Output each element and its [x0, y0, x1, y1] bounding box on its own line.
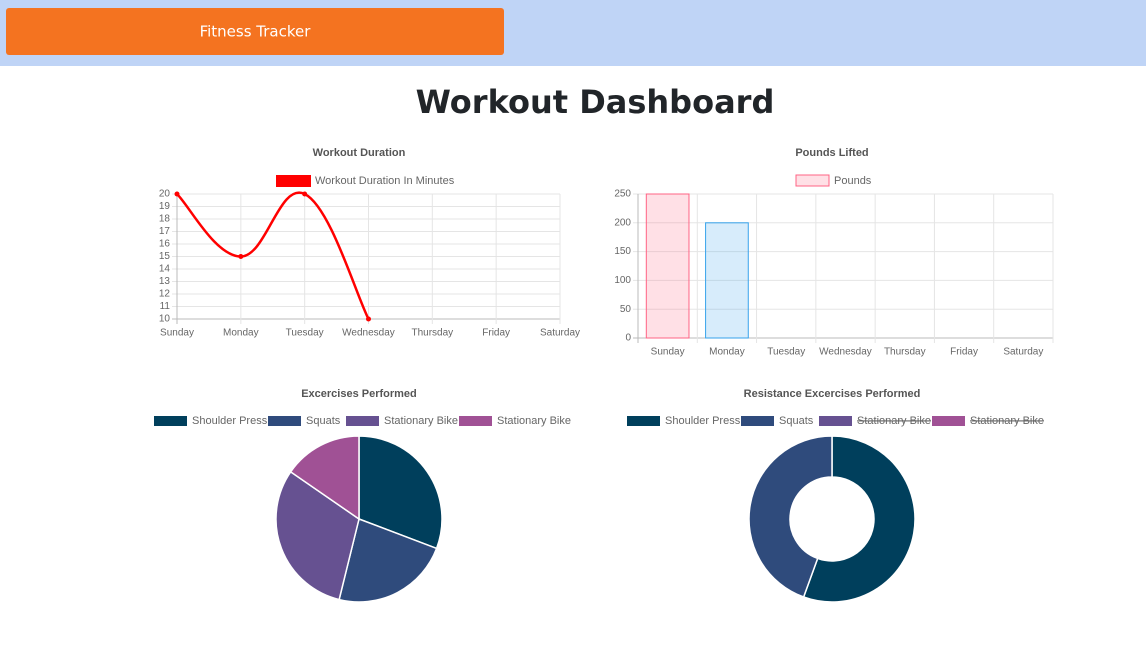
x-tick-label: Wednesday	[819, 347, 872, 358]
legend-label: Shoulder Press	[192, 415, 268, 427]
brand[interactable]: Fitness Tracker	[200, 23, 312, 41]
legend-swatch	[276, 175, 311, 187]
slice	[275, 470, 360, 601]
x-tick-label: Friday	[482, 328, 510, 339]
legend-swatch	[346, 416, 379, 426]
legend-swatch	[154, 416, 187, 426]
legend-label: Stationary Bike	[384, 415, 458, 427]
legend-swatch	[932, 416, 965, 426]
slice	[289, 435, 360, 521]
legend-label: Squats	[779, 415, 814, 427]
x-tick-label: Saturday	[540, 328, 580, 339]
y-tick-label: 20	[159, 189, 171, 200]
chart-title: Pounds Lifted	[795, 147, 868, 159]
legend-label: Stationary Bike	[970, 415, 1044, 427]
brand-button[interactable]	[6, 8, 504, 55]
slice	[802, 435, 916, 603]
legend-label: Pounds	[834, 175, 872, 187]
y-tick-label: 15	[159, 251, 171, 262]
legend-label: Shoulder Press	[665, 415, 741, 427]
y-tick-label: 17	[159, 226, 171, 237]
legend-label: Squats	[306, 415, 341, 427]
x-tick-label: Sunday	[651, 347, 685, 358]
legend-swatch	[741, 416, 774, 426]
y-tick-label: 50	[620, 304, 632, 315]
x-tick-label: Wednesday	[342, 328, 395, 339]
legend-label: Stationary Bike	[857, 415, 931, 427]
legend-label: Workout Duration In Minutes	[315, 175, 455, 187]
x-tick-label: Tuesday	[767, 347, 805, 358]
legend-swatch	[819, 416, 852, 426]
point	[174, 191, 180, 197]
x-tick-label: Saturday	[1003, 347, 1043, 358]
y-tick-label: 150	[614, 246, 631, 257]
chart-title: Excercises Performed	[301, 388, 417, 400]
legend-swatch	[268, 416, 301, 426]
bar	[645, 193, 690, 339]
x-tick-label: Friday	[950, 347, 978, 358]
y-tick-label: 250	[614, 189, 631, 200]
slice	[338, 517, 438, 603]
x-tick-label: Monday	[709, 347, 745, 358]
point	[366, 316, 371, 322]
y-tick-label: 0	[625, 333, 631, 344]
legend-label: Stationary Bike	[497, 415, 571, 427]
y-tick-label: 14	[159, 264, 171, 275]
line	[176, 191, 370, 320]
slice	[358, 435, 443, 550]
chart-title: Workout Duration	[313, 147, 406, 159]
bar	[705, 222, 749, 339]
y-tick-label: 13	[159, 276, 171, 287]
y-tick-label: 18	[159, 214, 171, 225]
legend-swatch	[459, 416, 492, 426]
y-tick-label: 100	[614, 275, 631, 286]
x-tick-label: Monday	[223, 328, 259, 339]
point	[302, 191, 308, 197]
y-tick-label: 200	[614, 217, 631, 228]
x-tick-label: Sunday	[160, 328, 194, 339]
y-tick-label: 16	[159, 239, 171, 250]
y-tick-label: 12	[159, 289, 171, 300]
point	[238, 254, 244, 259]
chart-title: Resistance Excercises Performed	[744, 388, 921, 400]
legend-swatch	[795, 174, 830, 187]
slice	[748, 435, 833, 598]
y-tick-label: 10	[159, 314, 171, 325]
page-title: Workout Dashboard	[416, 83, 775, 121]
y-tick-label: 11	[160, 301, 171, 312]
x-tick-label: Tuesday	[286, 328, 324, 339]
x-tick-label: Thursday	[411, 328, 453, 339]
x-tick-label: Thursday	[884, 347, 926, 358]
legend-swatch	[627, 416, 660, 426]
y-tick-label: 19	[159, 201, 171, 212]
